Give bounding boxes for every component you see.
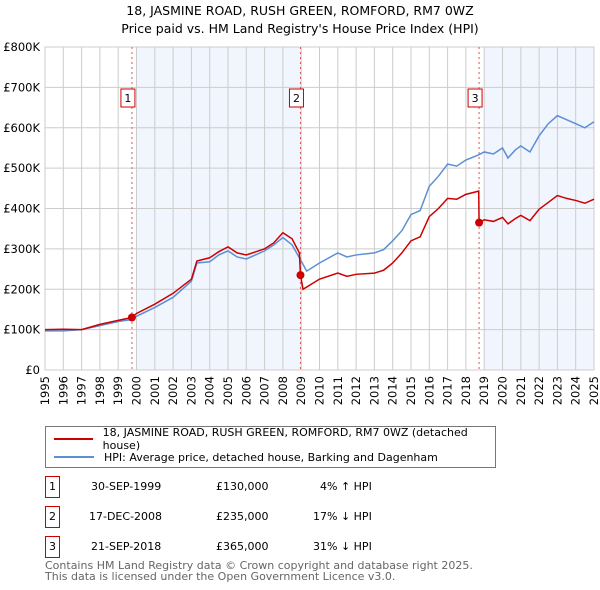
- transaction-price: £235,000: [216, 510, 269, 523]
- x-tick-label: 2022: [532, 376, 546, 405]
- y-tick-label: £0: [25, 363, 40, 377]
- transaction-number: 2: [45, 506, 60, 528]
- x-tick-label: 2018: [459, 376, 473, 405]
- sale-label: 2: [293, 92, 300, 105]
- x-tick-label: 1997: [75, 376, 89, 405]
- y-tick-label: £100K: [3, 323, 40, 337]
- y-tick-label: £600K: [3, 121, 40, 135]
- x-tick-label: 2025: [587, 376, 600, 405]
- y-tick-label: £400K: [3, 202, 40, 216]
- y-tick-label: £800K: [3, 40, 40, 54]
- transaction-number: 3: [45, 536, 60, 558]
- footer-licence: This data is licensed under the Open Gov…: [45, 570, 396, 583]
- transaction-date: 17-DEC-2008: [89, 510, 163, 523]
- x-tick-label: 2009: [294, 376, 308, 405]
- y-tick-label: £500K: [3, 161, 40, 175]
- x-tick-label: 2024: [569, 376, 583, 405]
- sale-label-box: [467, 88, 483, 108]
- legend: 18, JASMINE ROAD, RUSH GREEN, ROMFORD, R…: [45, 426, 496, 468]
- sale-label: 3: [472, 92, 479, 105]
- y-tick-label: £300K: [3, 242, 40, 256]
- price-chart: £0 £100K £200K £300K £400K £500K £600K £700K £80…: [3, 40, 600, 405]
- chart-title: 18, JASMINE ROAD, RUSH GREEN, ROMFORD, R…: [126, 3, 474, 18]
- x-tick-label: 2012: [349, 376, 363, 405]
- x-tick-label: 2000: [130, 376, 144, 405]
- footer-copyright: Contains HM Land Registry data © Crown c…: [45, 559, 473, 572]
- x-tick-label: 2023: [550, 376, 564, 405]
- plot-frame: [44, 46, 595, 371]
- y-tick-label: £700K: [3, 80, 40, 94]
- sale-point: [475, 218, 484, 227]
- x-tick-label: 2013: [367, 376, 381, 405]
- x-tick-label: 2010: [313, 376, 327, 405]
- x-tick-label: 2001: [148, 376, 162, 405]
- x-tick-label: 2021: [514, 376, 528, 405]
- legend-swatch-blue: [54, 456, 94, 458]
- transaction-price: £130,000: [216, 480, 269, 493]
- x-tick-label: 2020: [496, 376, 510, 405]
- x-tick-label: 2011: [331, 376, 345, 405]
- x-tick-label: 1996: [56, 376, 70, 405]
- property-series-line: [44, 190, 595, 331]
- sale-label: 1: [124, 92, 131, 105]
- footer: Contains HM Land Registry data © Crown c…: [45, 560, 473, 582]
- transaction-price: £365,000: [216, 540, 269, 553]
- legend-item-hpi: HPI: Average price, detached house, Bark…: [54, 449, 438, 465]
- x-tick-label: 2019: [477, 376, 491, 405]
- x-tick-label: 2003: [184, 376, 198, 405]
- hpi-series-line: [45, 114, 595, 332]
- x-tick-label: 2006: [239, 376, 253, 405]
- x-tick-label: 2015: [404, 376, 418, 405]
- transaction-row: 1 30-SEP-1999 £130,000 4% ↑ HPI: [45, 476, 445, 498]
- legend-item-property: 18, JASMINE ROAD, RUSH GREEN, ROMFORD, R…: [54, 426, 495, 452]
- x-tick-label: 1998: [93, 376, 107, 405]
- x-tick-label: 1999: [111, 376, 125, 405]
- y-tick-label: £200K: [3, 282, 40, 296]
- legend-swatch-red: [54, 438, 93, 440]
- sale-label-box: [288, 88, 304, 108]
- chart-subtitle: Price paid vs. HM Land Registry's House …: [121, 21, 479, 36]
- transaction-hpi: 17% ↓ HPI: [313, 510, 372, 523]
- transaction-row: 2 17-DEC-2008 £235,000 17% ↓ HPI: [45, 506, 445, 528]
- transaction-hpi: 4% ↑ HPI: [320, 480, 372, 493]
- transaction-row: 3 21-SEP-2018 £365,000 31% ↓ HPI: [45, 536, 445, 558]
- x-tick-label: 2017: [441, 376, 455, 405]
- sale-point: [296, 271, 305, 280]
- x-tick-label: 2008: [276, 376, 290, 405]
- legend-label: 18, JASMINE ROAD, RUSH GREEN, ROMFORD, R…: [102, 426, 468, 452]
- transaction-number: 1: [45, 476, 60, 498]
- transaction-date: 30-SEP-1999: [91, 480, 162, 493]
- x-tick-label: 2016: [422, 376, 436, 405]
- x-tick-label: 2005: [221, 376, 235, 405]
- x-tick-label: 2007: [258, 376, 272, 405]
- x-tick-label: 1995: [38, 376, 52, 405]
- x-tick-label: 2014: [386, 376, 400, 405]
- transaction-hpi: 31% ↓ HPI: [313, 540, 372, 553]
- legend-label: HPI: Average price, detached house, Bark…: [104, 450, 438, 464]
- x-tick-label: 2002: [166, 376, 180, 405]
- x-tick-label: 2004: [203, 376, 217, 405]
- sale-point: [127, 313, 136, 322]
- transaction-date: 21-SEP-2018: [91, 540, 162, 553]
- sale-label-box: [120, 88, 136, 108]
